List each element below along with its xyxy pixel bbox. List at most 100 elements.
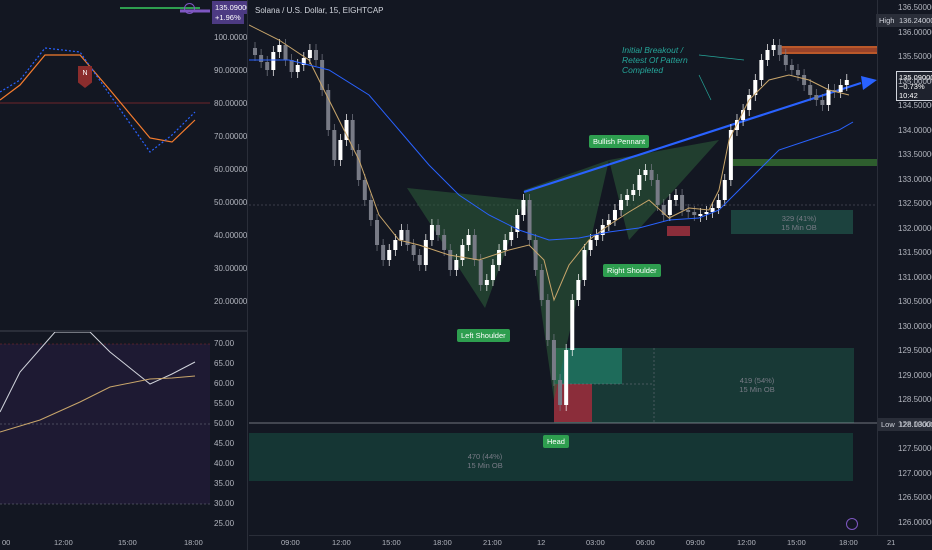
candle-body bbox=[582, 250, 587, 280]
x-axis-tick: 09:00 bbox=[686, 538, 705, 547]
candle-body bbox=[503, 240, 508, 250]
candle-body bbox=[716, 200, 721, 208]
candle-body bbox=[515, 215, 520, 232]
candle-body bbox=[826, 90, 831, 105]
candle-body bbox=[356, 150, 361, 180]
main-y-axis[interactable]: High 136.24000 Low 128.13000 135.09000 −… bbox=[876, 0, 932, 535]
candle-body bbox=[399, 230, 404, 240]
candle-body bbox=[460, 245, 465, 260]
candle-body bbox=[680, 195, 685, 210]
candle-body bbox=[497, 250, 502, 265]
x-axis-tick: 15:00 bbox=[382, 538, 401, 547]
main-chart[interactable]: Solana / U.S. Dollar, 15, EIGHTCAP Bu bbox=[249, 0, 932, 550]
left-price-change: +1.96% bbox=[212, 11, 244, 24]
candle-body bbox=[277, 45, 282, 52]
left-y-tick: 90.00000 bbox=[214, 66, 248, 75]
left-y-tick: 70.00000 bbox=[214, 132, 248, 141]
signal-marker-icon[interactable] bbox=[184, 3, 195, 14]
candle-body bbox=[429, 225, 434, 240]
candle-body bbox=[320, 60, 325, 90]
candle-body bbox=[509, 232, 514, 240]
x-axis-tick: 21:00 bbox=[483, 538, 502, 547]
candle-body bbox=[795, 70, 800, 75]
supply-zone bbox=[779, 46, 877, 54]
candle-body bbox=[844, 80, 849, 85]
breakout-note: Initial Breakout / Retest Of Pattern Com… bbox=[622, 45, 688, 75]
candle-body bbox=[551, 340, 556, 380]
left-y-tick: 50.00000 bbox=[214, 198, 248, 207]
candle-body bbox=[448, 250, 453, 270]
candle-body bbox=[271, 52, 276, 70]
x-axis-tick: 21 bbox=[887, 538, 896, 547]
left-shoulder-tag: Left Shoulder bbox=[457, 329, 510, 342]
x-axis-tick: 12 bbox=[537, 538, 546, 547]
left-y-tick: 60.00000 bbox=[214, 165, 248, 174]
candle-body bbox=[472, 235, 477, 260]
tradingview-logo-icon[interactable] bbox=[846, 518, 858, 530]
candle-body bbox=[612, 210, 617, 220]
candle-body bbox=[539, 270, 544, 300]
main-x-axis[interactable]: 09:00 12:00 15:00 18:00 21:00 12 03:00 06:00 09:… bbox=[249, 535, 932, 550]
left-panel: N 135.09000 +1.96% 100.00000 90.00000 80… bbox=[0, 0, 248, 550]
y-axis-tick: 127.00000 bbox=[898, 468, 932, 478]
left-osc-tick: 50.00 bbox=[214, 419, 235, 428]
y-axis-tick: 127.50000 bbox=[898, 444, 932, 453]
order-block-zone bbox=[731, 210, 853, 234]
left-x-tick: 00 bbox=[2, 538, 11, 547]
current-price-box: 135.09000 −0.73% 10:42 bbox=[896, 71, 932, 101]
high-label: High bbox=[876, 14, 898, 27]
x-axis-tick: 15:00 bbox=[787, 538, 806, 547]
y-axis-tick: 135.50000 bbox=[898, 52, 932, 61]
y-axis-tick: 126.50000 bbox=[898, 493, 932, 502]
candle-body bbox=[704, 212, 709, 214]
x-axis-tick: 18:00 bbox=[839, 538, 858, 547]
y-axis-tick: 135.00000 bbox=[898, 76, 932, 86]
candle-body bbox=[741, 110, 746, 120]
candle-body bbox=[466, 235, 471, 245]
candle-body bbox=[411, 245, 416, 255]
candle-body bbox=[814, 95, 819, 100]
candle-body bbox=[686, 210, 691, 212]
left-x-tick: 18:00 bbox=[184, 538, 203, 547]
left-x-tick: 15:00 bbox=[118, 538, 137, 547]
candle-body bbox=[594, 235, 599, 240]
moving-average-tan bbox=[249, 24, 850, 302]
x-axis-tick: 12:00 bbox=[332, 538, 351, 547]
candle-body bbox=[838, 85, 843, 92]
candle-body bbox=[362, 180, 367, 200]
candle-body bbox=[606, 220, 611, 225]
left-lower-chart bbox=[0, 332, 210, 505]
candle-body bbox=[417, 255, 422, 265]
candle-body bbox=[484, 280, 489, 285]
candle-body bbox=[765, 50, 770, 60]
y-axis-tick: 136.50000 bbox=[898, 3, 932, 12]
left-y-tick: 30.00000 bbox=[214, 264, 248, 273]
candle-body bbox=[771, 45, 776, 50]
candle-body bbox=[393, 240, 398, 250]
order-block-label: 470 (44%) 15 Min OB bbox=[467, 452, 503, 470]
left-upper-chart bbox=[0, 0, 210, 330]
left-blue-line bbox=[0, 47, 196, 153]
candle-body bbox=[259, 55, 264, 62]
candle-body bbox=[722, 180, 727, 200]
candle-body bbox=[454, 260, 459, 270]
pattern-triangle bbox=[524, 160, 609, 400]
candle-body bbox=[564, 350, 569, 405]
left-y-tick: 40.00000 bbox=[214, 231, 248, 240]
candle-body bbox=[808, 85, 813, 95]
candle-body bbox=[673, 195, 678, 200]
left-osc-tick: 25.00 bbox=[214, 519, 235, 528]
y-axis-tick: 136.00000 bbox=[898, 27, 932, 37]
main-price-chart bbox=[249, 24, 877, 481]
x-axis-tick: 09:00 bbox=[281, 538, 300, 547]
candle-body bbox=[570, 300, 575, 350]
bullish-pennant-tag: Bullish Pennant bbox=[589, 135, 650, 148]
order-block-zone bbox=[733, 159, 877, 166]
candle-body bbox=[405, 230, 410, 245]
candle-body bbox=[301, 58, 306, 65]
candle-body bbox=[442, 235, 447, 250]
candle-body bbox=[283, 45, 288, 60]
red-zone bbox=[667, 226, 690, 236]
candle-body bbox=[619, 200, 624, 210]
candle-body bbox=[350, 120, 355, 150]
